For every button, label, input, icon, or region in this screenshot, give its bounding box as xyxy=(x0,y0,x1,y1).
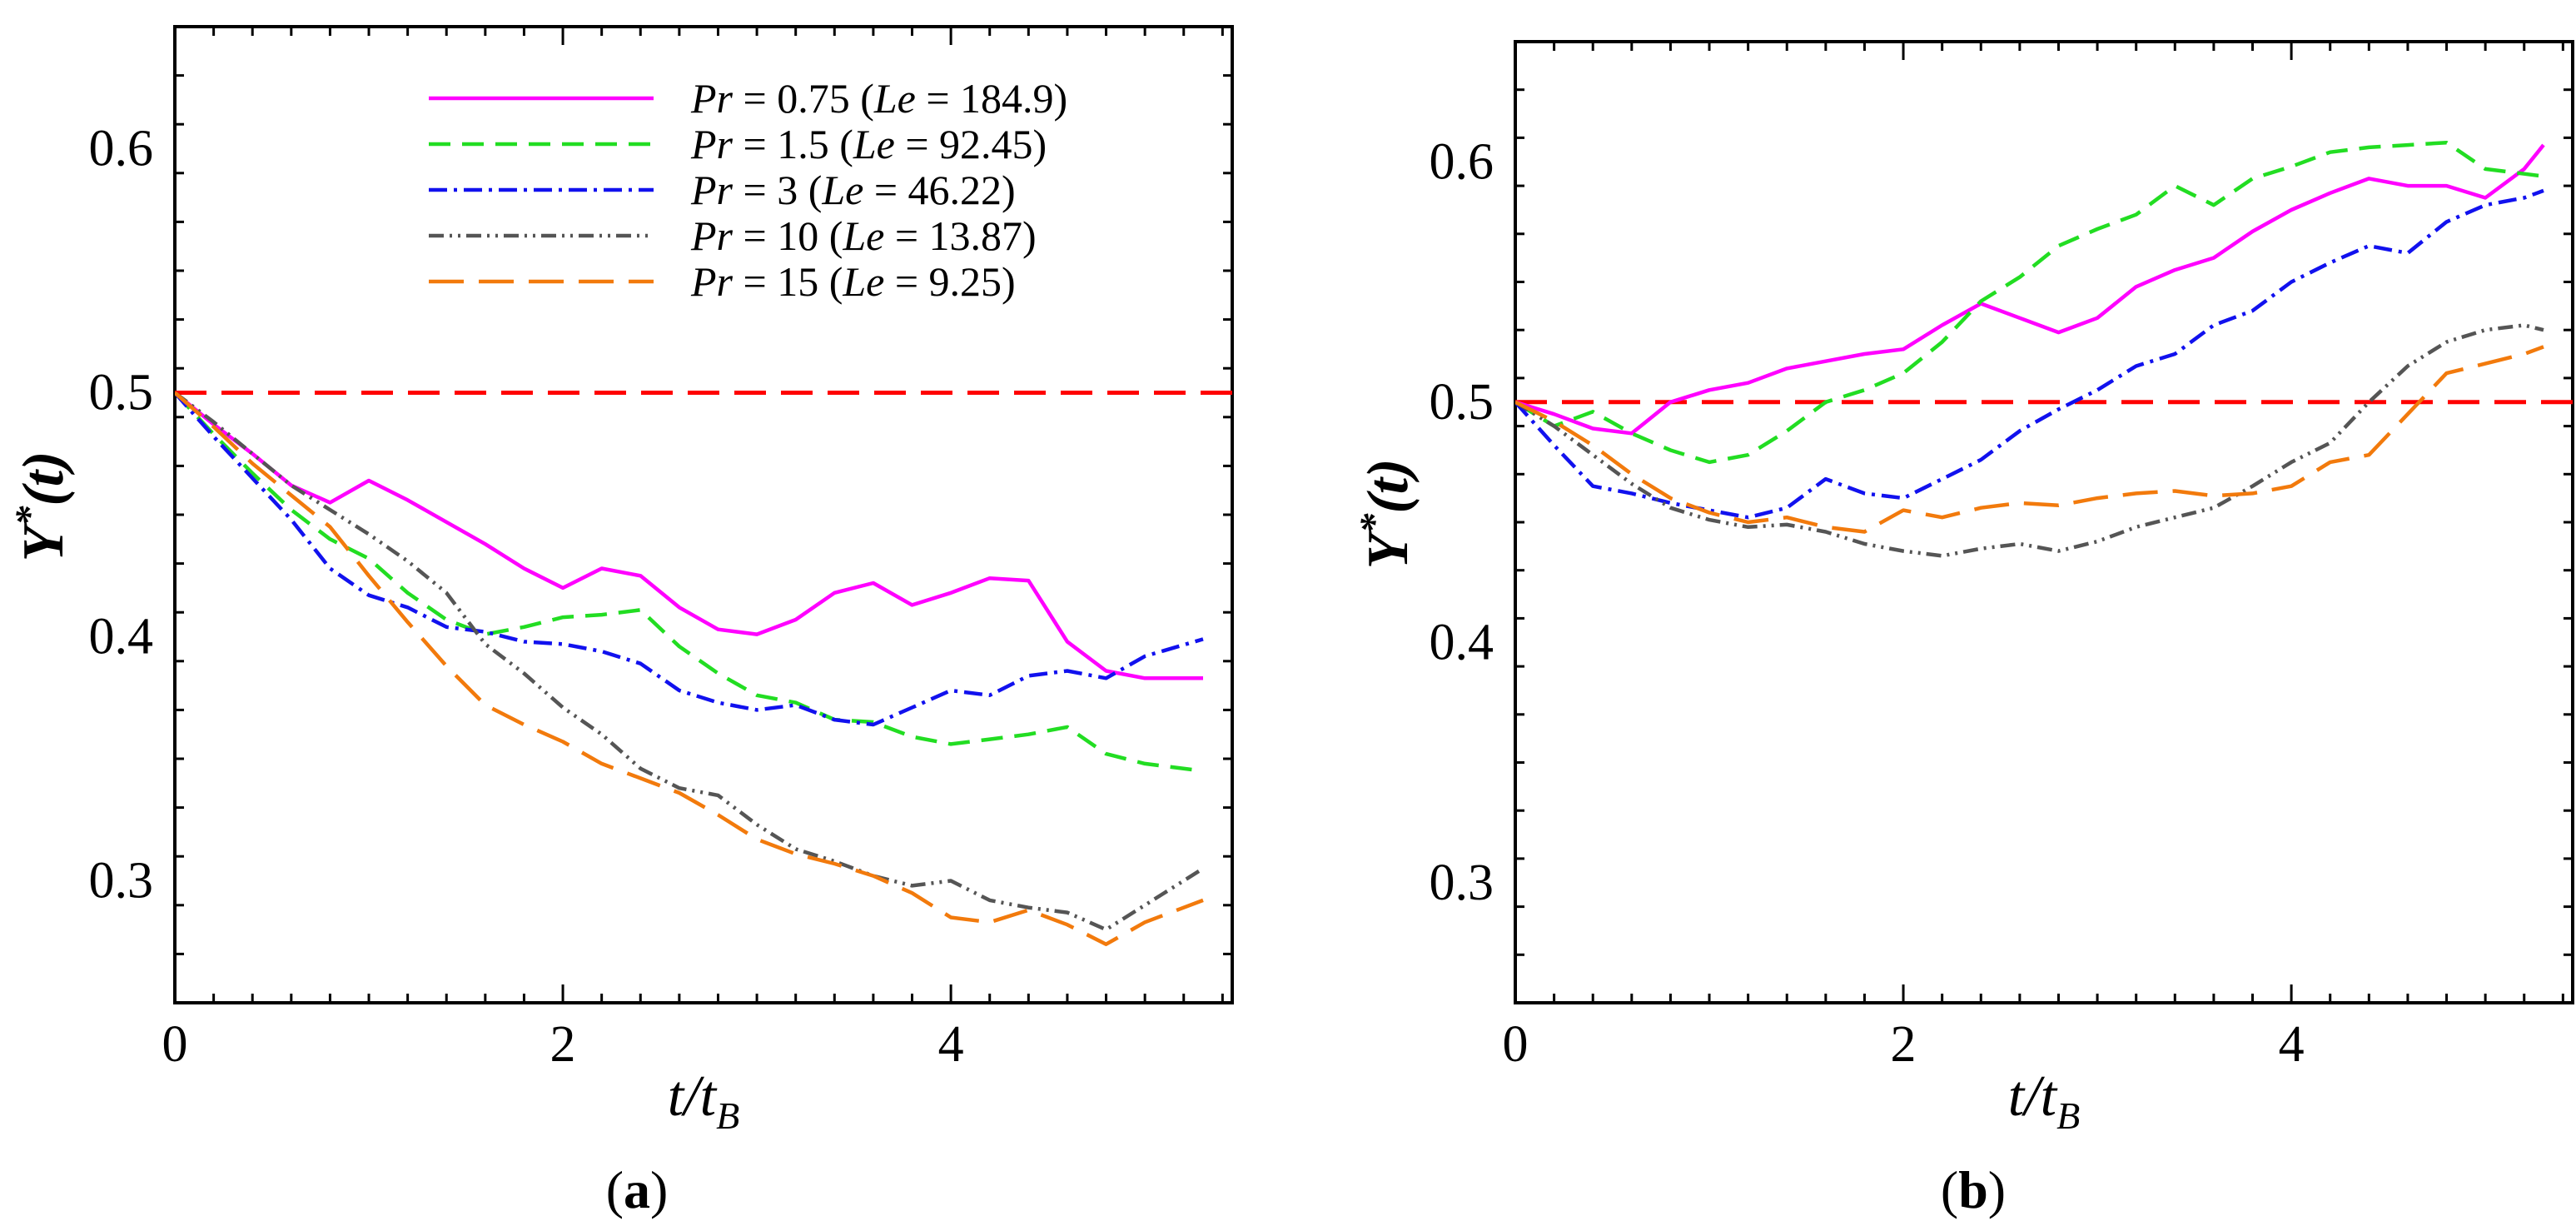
y-axis-label: Y*(t) xyxy=(1352,459,1420,570)
y-tick-label: 0.6 xyxy=(1430,133,1494,190)
panel-b: 0 2 4 0.3 0.4 0.5 0.6 t/tB Y*(t) (b) xyxy=(1352,40,2574,1219)
x-tick-label: 0 xyxy=(162,1016,188,1073)
panel-label: (a) xyxy=(606,1160,669,1219)
y-tick-label: 0.4 xyxy=(1430,614,1494,670)
x-tick-label: 4 xyxy=(2279,1016,2305,1073)
y-tick-label: 0.6 xyxy=(89,121,154,177)
panel-a: 0 2 4 0.3 0.4 0.5 0.6 t/tB Y*(t) (a) Pr = 0.75 (Le… xyxy=(7,25,1234,1219)
series-line-Pr_15 xyxy=(175,391,1204,946)
x-tick-label: 2 xyxy=(550,1016,576,1073)
series-line-Pr_10 xyxy=(1515,323,2544,558)
x-tick-label: 0 xyxy=(1503,1016,1529,1073)
series-line-Pr_1_5 xyxy=(175,391,1204,773)
panel-label: (b) xyxy=(1941,1160,2006,1219)
x-tick-label: 4 xyxy=(938,1016,964,1073)
legend-label: Pr = 1.5 (Le = 92.45) xyxy=(690,121,1047,167)
series-line-Pr_3 xyxy=(175,391,1204,727)
legend-label: Pr = 15 (Le = 9.25) xyxy=(690,258,1016,305)
y-tick-label: 0.5 xyxy=(89,365,154,421)
series-line-Pr_0_75 xyxy=(175,391,1203,680)
x-tick-label: 2 xyxy=(1891,1016,1917,1073)
legend-label: Pr = 10 (Le = 13.87) xyxy=(690,212,1037,259)
y-tick-label: 0.3 xyxy=(1430,855,1494,911)
legend-label: Pr = 3 (Le = 46.22) xyxy=(690,167,1016,213)
y-tick-label: 0.4 xyxy=(89,609,154,665)
legend-label: Pr = 0.75 (Le = 184.9) xyxy=(690,75,1067,122)
series-line-Pr_15 xyxy=(1515,345,2544,534)
legend: Pr = 0.75 (Le = 184.9)Pr = 1.5 (Le = 92.… xyxy=(429,75,1067,305)
x-axis-label: t/tB xyxy=(668,1064,739,1137)
series-line-Pr_0_75 xyxy=(1515,143,2545,436)
series-line-Pr_1_5 xyxy=(1515,140,2544,465)
y-axis-label: Y*(t) xyxy=(7,451,76,562)
series-line-Pr_10 xyxy=(175,391,1205,932)
x-axis-label: t/tB xyxy=(2008,1064,2080,1137)
plot-area xyxy=(1515,140,2573,558)
y-tick-label: 0.3 xyxy=(89,853,154,910)
plot-area xyxy=(175,391,1232,946)
series-line-Pr_3 xyxy=(1515,188,2544,520)
y-tick-label: 0.5 xyxy=(1430,374,1494,431)
